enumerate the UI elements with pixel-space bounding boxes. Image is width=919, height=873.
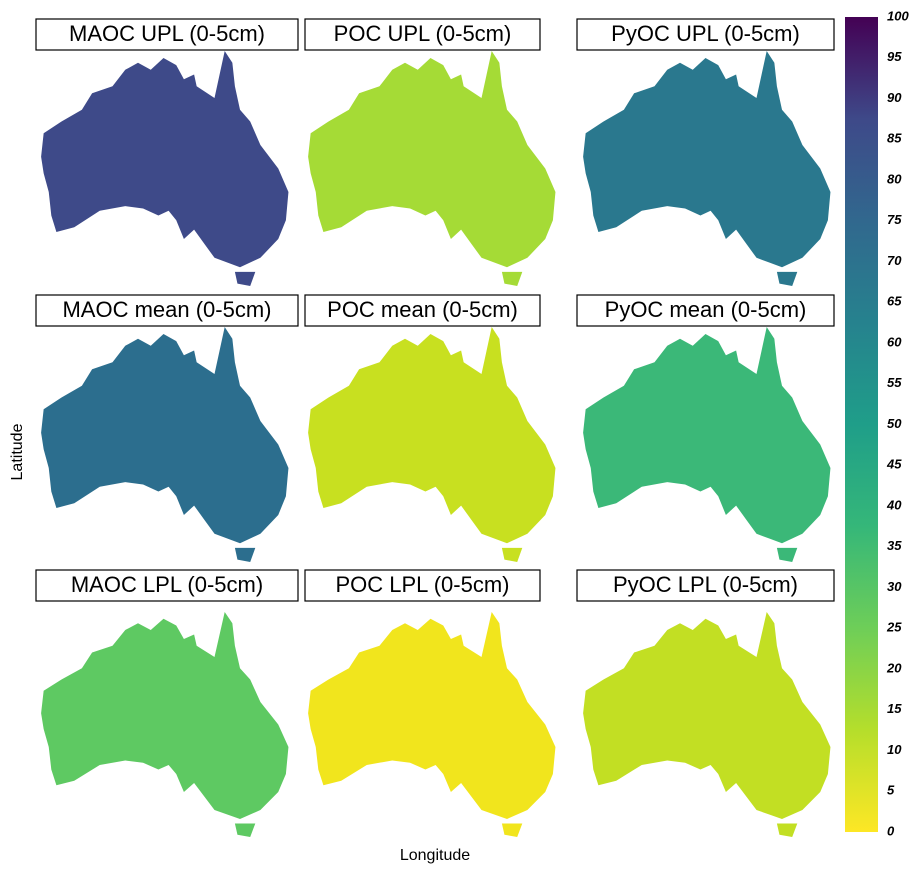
- colorbar-tick-label: 95: [887, 49, 902, 64]
- colorbar-tick-label: 0: [887, 823, 895, 838]
- map: [308, 51, 555, 286]
- colorbar-tick-label: 90: [887, 90, 902, 105]
- figure: Latitude Longitude MAOC UPL (0-5cm) POC U…: [0, 0, 919, 868]
- panel-title: POC UPL (0-5cm): [334, 21, 512, 46]
- map: [308, 327, 555, 562]
- map: [41, 51, 288, 286]
- colorbar-tick-label: 25: [886, 620, 902, 635]
- panel-title: MAOC mean (0-5cm): [62, 297, 271, 322]
- colorbar-tick-label: 60: [887, 334, 902, 349]
- colorbar-tick-label: 30: [887, 579, 902, 594]
- colorbar-tick-label: 75: [887, 212, 902, 227]
- colorbar-tick-label: 70: [887, 253, 902, 268]
- panel-title: PyOC mean (0-5cm): [605, 297, 807, 322]
- panel-title: MAOC UPL (0-5cm): [69, 21, 265, 46]
- colorbar-tick-label: 80: [887, 171, 902, 186]
- colorbar-tick-label: 85: [887, 131, 902, 146]
- colorbar-tick-label: 20: [886, 660, 902, 675]
- colorbar-tick-label: 15: [887, 701, 902, 716]
- map: [583, 612, 830, 837]
- colorbar-tick-label: 65: [887, 294, 902, 309]
- colorbar-tick-label: 40: [886, 497, 902, 512]
- colorbar-tick-label: 10: [887, 742, 902, 757]
- panel-title: POC LPL (0-5cm): [335, 572, 509, 597]
- colorbar-tick-label: 50: [887, 416, 902, 431]
- colorbar-tick-label: 35: [887, 538, 902, 553]
- map: [583, 327, 830, 562]
- map: [583, 51, 830, 286]
- y-axis-label: Latitude: [9, 423, 26, 480]
- colorbar: [845, 17, 878, 832]
- panel-title: POC mean (0-5cm): [327, 297, 518, 322]
- colorbar-tick-label: 5: [887, 783, 895, 798]
- map: [41, 612, 288, 837]
- x-axis-label: Longitude: [400, 847, 470, 864]
- map: [308, 612, 555, 837]
- colorbar-tick-label: 55: [887, 375, 902, 390]
- panel-title: PyOC UPL (0-5cm): [611, 21, 800, 46]
- colorbar-tick-label: 45: [886, 457, 902, 472]
- map: [41, 327, 288, 562]
- panel-title: MAOC LPL (0-5cm): [71, 572, 263, 597]
- panel-title: PyOC LPL (0-5cm): [613, 572, 798, 597]
- colorbar-tick-label: 100: [887, 8, 909, 23]
